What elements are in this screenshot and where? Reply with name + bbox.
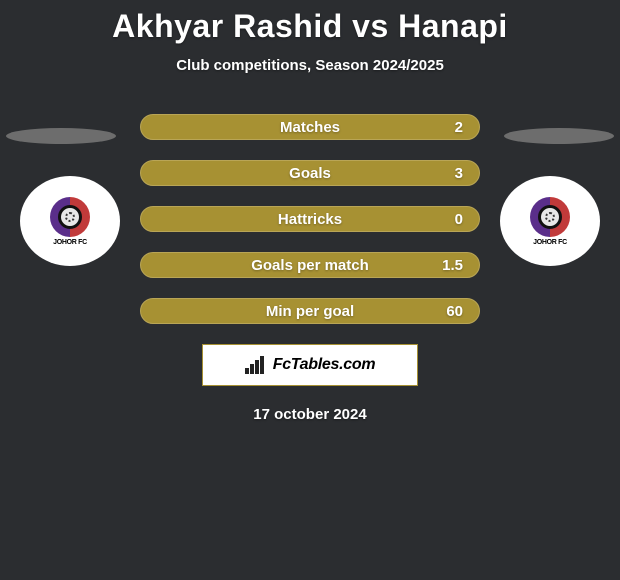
- page-title: Akhyar Rashid vs Hanapi: [0, 0, 620, 45]
- brand-badge: FcTables.com: [202, 344, 418, 386]
- stat-value: 2: [455, 119, 463, 136]
- stat-value: 3: [455, 165, 463, 182]
- club-crest-left: JOHOR FC: [38, 189, 102, 253]
- club-crest-icon: [530, 197, 570, 237]
- stat-label: Goals: [289, 165, 331, 182]
- page-subtitle: Club competitions, Season 2024/2025: [0, 57, 620, 74]
- club-badge-left: JOHOR FC: [20, 176, 120, 266]
- player-ellipse-right: [504, 128, 614, 144]
- stat-row: Min per goal 60: [140, 298, 480, 324]
- brand-text: FcTables.com: [273, 356, 376, 374]
- stat-row: Goals per match 1.5: [140, 252, 480, 278]
- brand-chart-icon: [245, 356, 267, 374]
- stat-row: Matches 2: [140, 114, 480, 140]
- stat-row: Goals 3: [140, 160, 480, 186]
- club-badge-right: JOHOR FC: [500, 176, 600, 266]
- stat-label: Hattricks: [278, 211, 342, 228]
- club-name-right: JOHOR FC: [533, 239, 567, 246]
- player-ellipse-left: [6, 128, 116, 144]
- stat-label: Goals per match: [251, 257, 369, 274]
- stat-value: 60: [446, 303, 463, 320]
- stat-value: 0: [455, 211, 463, 228]
- club-crest-right: JOHOR FC: [518, 189, 582, 253]
- stat-row: Hattricks 0: [140, 206, 480, 232]
- stat-label: Matches: [280, 119, 340, 136]
- footer-date: 17 october 2024: [0, 406, 620, 423]
- club-crest-icon: [50, 197, 90, 237]
- stat-value: 1.5: [442, 257, 463, 274]
- stat-label: Min per goal: [266, 303, 354, 320]
- club-name-left: JOHOR FC: [53, 239, 87, 246]
